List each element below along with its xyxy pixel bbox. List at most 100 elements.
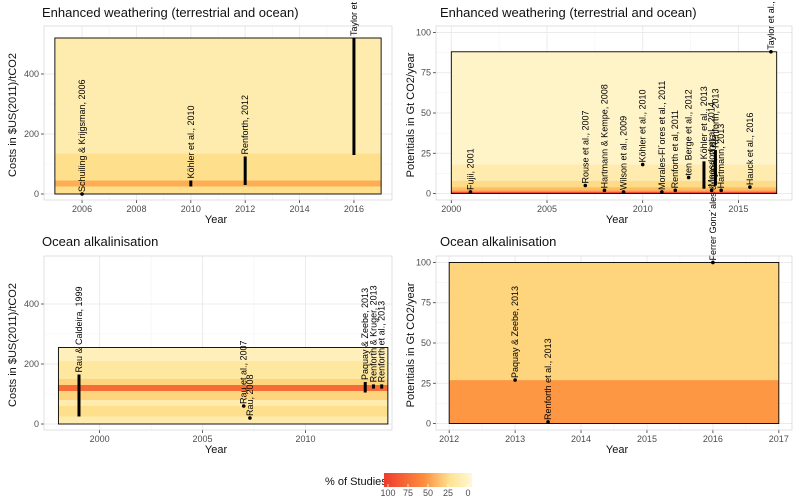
x-tick-label: 2015: [637, 434, 657, 444]
y-tick-label: 50: [421, 108, 431, 118]
study-label: Moosdorf et al., 2014: [707, 102, 717, 187]
study-point: [673, 188, 678, 193]
y-tick-label: 400: [24, 299, 39, 309]
y-tick-label: 400: [24, 69, 39, 79]
y-tick-label: 25: [421, 378, 431, 388]
y-tick-label: 100: [416, 27, 431, 37]
study-point: [583, 183, 588, 188]
legend-tick-label: 100: [380, 488, 395, 498]
x-tick-label: 2016: [344, 204, 364, 214]
density-band: [58, 406, 388, 417]
study-label: Hartmann & Kempe, 2008: [599, 84, 609, 188]
x-tick-label: 2014: [290, 204, 310, 214]
legend-title: % of Studies: [325, 476, 387, 488]
study-point: [546, 420, 550, 424]
band-outline: [57, 347, 389, 425]
y-tick-label: 75: [421, 68, 431, 78]
y-tick-label: 75: [421, 298, 431, 308]
panel-ew-potentials: Enhanced weathering (terrestrial and oce…: [405, 0, 793, 226]
y-axis-label: Potentials in Gt CO2/year: [405, 52, 417, 177]
band-outline: [448, 261, 780, 425]
study-label: Hauck et al., 2016: [745, 113, 755, 186]
study-point: [660, 190, 664, 194]
x-tick-label: 2012: [439, 434, 459, 444]
density-band: [451, 51, 777, 165]
x-tick-label: 2010: [633, 204, 653, 214]
study-point: [602, 188, 607, 193]
study-label: Schuiling & Krijgsman, 2006: [77, 79, 87, 192]
study-label: Köhler et al., 2013: [699, 86, 709, 159]
study-point: [468, 190, 473, 194]
study-label: Wilson et al., 2009: [619, 116, 629, 190]
y-axis-label: Potentials in Gt CO2/year: [405, 282, 417, 407]
study-label: Renforth, 2013: [710, 89, 720, 149]
legend-colorbar: [384, 473, 472, 487]
y-axis-label: Costs in $US(2011)/tCO2: [7, 283, 19, 407]
band-outline: [54, 37, 382, 195]
density-band: [451, 190, 777, 192]
density-band: [54, 38, 382, 154]
x-tick-label: 2006: [72, 204, 92, 214]
x-tick-label: 2008: [126, 204, 146, 214]
study-point: [80, 192, 84, 196]
legend-tick-label: 75: [403, 488, 413, 498]
study-label: ten Berge et al., 2012: [684, 89, 694, 175]
y-tick-label: 0: [426, 189, 431, 199]
panel-ew-costs: Enhanced weathering (terrestrial and oce…: [7, 0, 393, 226]
legend-ticks: 100 75 50 25 0: [380, 484, 471, 498]
x-tick-label: 2010: [181, 204, 201, 214]
study-label: Paquay & Zeebe, 2013: [510, 286, 520, 378]
density-band: [58, 416, 388, 424]
density-band: [54, 153, 382, 181]
study-label: Rau & Caldeira, 1999: [74, 286, 84, 372]
y-tick-label: 50: [421, 338, 431, 348]
study-label: Renforth et al, 2011: [670, 110, 680, 188]
study-label: Morales-Fl´ores et al., 2011: [657, 81, 667, 190]
plot-frame: [435, 255, 793, 431]
density-band: [58, 361, 388, 379]
study-label: Fujii, 2001: [465, 148, 475, 190]
study-point: [621, 190, 626, 194]
study-label: Paquay & Zeebe, 2013: [360, 288, 370, 380]
y-tick-label: 200: [24, 129, 39, 139]
study-point: [640, 162, 645, 167]
density-band: [54, 180, 382, 187]
y-tick-label: 100: [416, 257, 431, 267]
x-axis-label: Year: [205, 444, 228, 456]
y-tick-label: 0: [34, 189, 39, 199]
band-outline: [450, 51, 778, 195]
x-tick-label: 2005: [193, 434, 213, 444]
panel-title: Enhanced weathering (terrestrial and oce…: [440, 5, 697, 20]
x-tick-label: 2000: [441, 204, 461, 214]
study-point: [748, 185, 752, 189]
density-band: [58, 385, 388, 391]
x-tick-label: 2015: [728, 204, 748, 214]
density-band: [451, 164, 777, 181]
study-label: Köhler et al., 2010: [638, 89, 648, 162]
panel-title: Enhanced weathering (terrestrial and oce…: [42, 5, 299, 20]
study-label: Renforth et al., 2013: [543, 338, 553, 420]
study-label: Rouse et al., 2007: [580, 110, 590, 183]
study-point: [686, 175, 691, 180]
study-label: Ferrer Gonz´ales & Ilyina, 2016: [708, 135, 718, 260]
study-label: Rau et al., 2007: [239, 340, 249, 404]
panel-title: Ocean alkalinisation: [440, 234, 556, 249]
x-tick-label: 2014: [571, 434, 591, 444]
x-tick-label: 2010: [295, 434, 315, 444]
density-band: [58, 391, 388, 400]
x-tick-label: 2000: [90, 434, 110, 444]
density-band: [451, 187, 777, 191]
x-tick-label: 2012: [235, 204, 255, 214]
density-band: [58, 379, 388, 385]
panel-oa-potentials: Ocean alkalinisation Year Potentials in …: [405, 135, 793, 456]
plot-frame: [435, 25, 793, 201]
density-band: [58, 400, 388, 406]
x-axis-label: Year: [205, 214, 228, 226]
study-label: Hartmann, 2013: [716, 124, 726, 189]
plot-frame: [43, 25, 393, 201]
panel-oa-costs: Ocean alkalinisation Year Costs in $US(2…: [7, 234, 393, 456]
study-label: Köhler et al., 2010: [186, 105, 196, 178]
study-label: Taylor et al., 2016: [766, 0, 776, 50]
x-axis-label: Year: [606, 214, 629, 226]
